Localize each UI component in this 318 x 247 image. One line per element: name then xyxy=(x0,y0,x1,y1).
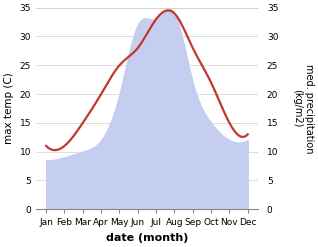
Y-axis label: max temp (C): max temp (C) xyxy=(4,73,14,144)
Y-axis label: med. precipitation
(kg/m2): med. precipitation (kg/m2) xyxy=(292,64,314,153)
X-axis label: date (month): date (month) xyxy=(106,233,188,243)
